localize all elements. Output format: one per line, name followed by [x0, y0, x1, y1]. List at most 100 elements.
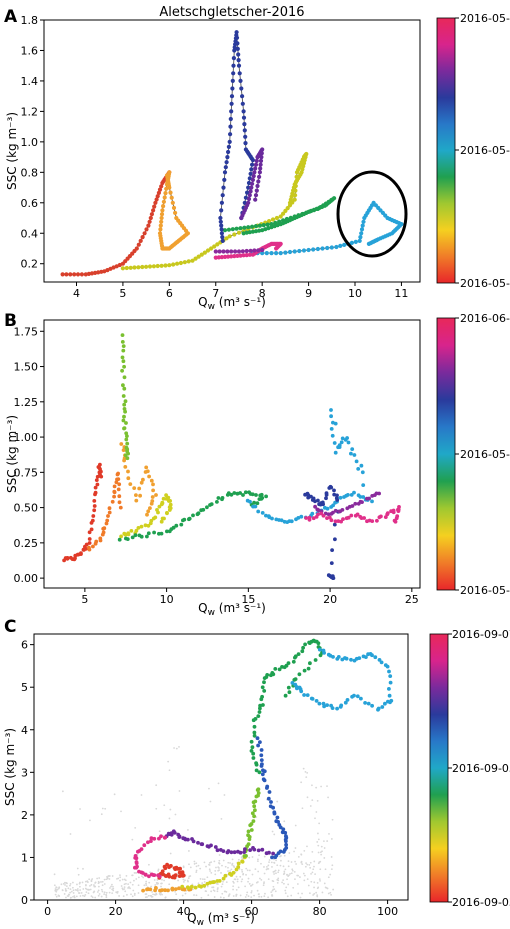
data-point: [254, 158, 259, 163]
data-point: [359, 231, 364, 236]
data-point: [134, 856, 139, 861]
y-axis-label: SSC (kg m⁻³): [5, 415, 19, 493]
cloud-point: [312, 868, 315, 871]
data-point: [350, 694, 354, 699]
cloud-point: [308, 892, 311, 895]
cloud-point: [158, 830, 161, 833]
cloud-point: [273, 861, 276, 864]
data-point: [269, 251, 274, 256]
data-point: [249, 822, 254, 826]
cloud-point: [303, 879, 306, 882]
cloud-point: [241, 870, 244, 873]
data-point: [377, 658, 382, 662]
cloud-point: [245, 873, 247, 876]
cloud-point: [72, 896, 74, 898]
data-point: [150, 495, 155, 499]
cloud-point: [221, 883, 224, 886]
cloud-point: [309, 805, 312, 807]
y-tick-label: 1.0: [21, 136, 39, 149]
data-point: [346, 440, 351, 445]
data-point: [163, 191, 168, 196]
cloud-point: [203, 880, 206, 883]
y-tick-label: 0.6: [21, 197, 39, 210]
cloud-point: [144, 896, 147, 899]
data-point: [265, 786, 269, 790]
data-point: [383, 701, 387, 706]
data-point: [162, 195, 167, 200]
data-point: [245, 190, 250, 195]
data-point: [299, 514, 304, 519]
cloud-point: [229, 862, 231, 864]
cloud-point: [103, 883, 106, 885]
cloud-point: [101, 890, 104, 893]
cloud-point: [326, 887, 329, 890]
data-point: [274, 215, 279, 221]
data-point: [202, 250, 207, 255]
cloud-point: [119, 879, 121, 882]
data-point: [387, 687, 391, 691]
cloud-point: [273, 873, 275, 875]
cloud-point: [311, 784, 313, 787]
cloud-point: [169, 808, 172, 811]
data-point: [284, 663, 289, 668]
data-point: [246, 842, 251, 846]
data-point: [302, 693, 306, 697]
data-point: [291, 659, 296, 664]
data-point: [340, 436, 345, 441]
data-point: [331, 503, 335, 508]
data-point: [375, 518, 379, 523]
data-point: [247, 193, 252, 198]
data-point: [232, 254, 237, 259]
cloud-point: [320, 853, 323, 856]
cloud-point: [294, 878, 296, 881]
cloud-point: [150, 894, 153, 897]
data-point: [122, 375, 127, 380]
data-point: [362, 516, 366, 520]
cloud-point: [77, 873, 80, 876]
cloud-point: [321, 891, 324, 894]
cloud-point: [96, 877, 99, 880]
data-point: [219, 255, 224, 260]
data-point: [317, 701, 322, 706]
data-point: [266, 796, 271, 801]
x-axis-label: Qw (m³ s⁻¹): [198, 295, 266, 312]
cloud-point: [56, 888, 59, 891]
y-axis: 0.2 0.4 0.6 0.8 1.0 1.2 1.4 1.6 1.8: [21, 14, 44, 271]
data-point: [333, 508, 338, 513]
cloud-point: [135, 872, 138, 874]
data-point: [311, 516, 316, 521]
cloud-point: [223, 794, 226, 796]
data-point: [212, 880, 217, 884]
data-point: [227, 139, 232, 144]
cloud-point: [131, 895, 134, 898]
cloud-point: [103, 878, 106, 881]
data-point: [333, 537, 337, 542]
data-point: [235, 253, 240, 258]
data-point: [147, 219, 152, 224]
x-axis-label: Qw (m³ s⁻¹): [187, 911, 255, 928]
data-point: [216, 255, 221, 260]
data-point: [151, 482, 155, 487]
data-point: [313, 504, 317, 509]
x-tick-label: 6: [166, 287, 173, 300]
data-point: [223, 165, 228, 170]
data-point: [208, 880, 213, 885]
data-point: [107, 506, 112, 511]
data-point: [329, 485, 334, 490]
data-point: [114, 480, 119, 485]
data-point: [284, 839, 288, 844]
data-point: [255, 183, 260, 189]
data-point: [83, 272, 88, 277]
data-point: [259, 748, 264, 752]
data-point: [93, 485, 98, 490]
data-point: [153, 200, 158, 205]
data-point: [161, 496, 166, 501]
cloud-point: [248, 882, 251, 885]
cloud-point: [295, 863, 298, 865]
cloud-point: [90, 883, 93, 886]
data-point: [246, 225, 251, 230]
cloud-point: [129, 881, 132, 884]
data-point: [271, 805, 275, 810]
cloud-point: [65, 885, 68, 888]
y-tick-label: 0.00: [14, 572, 39, 585]
